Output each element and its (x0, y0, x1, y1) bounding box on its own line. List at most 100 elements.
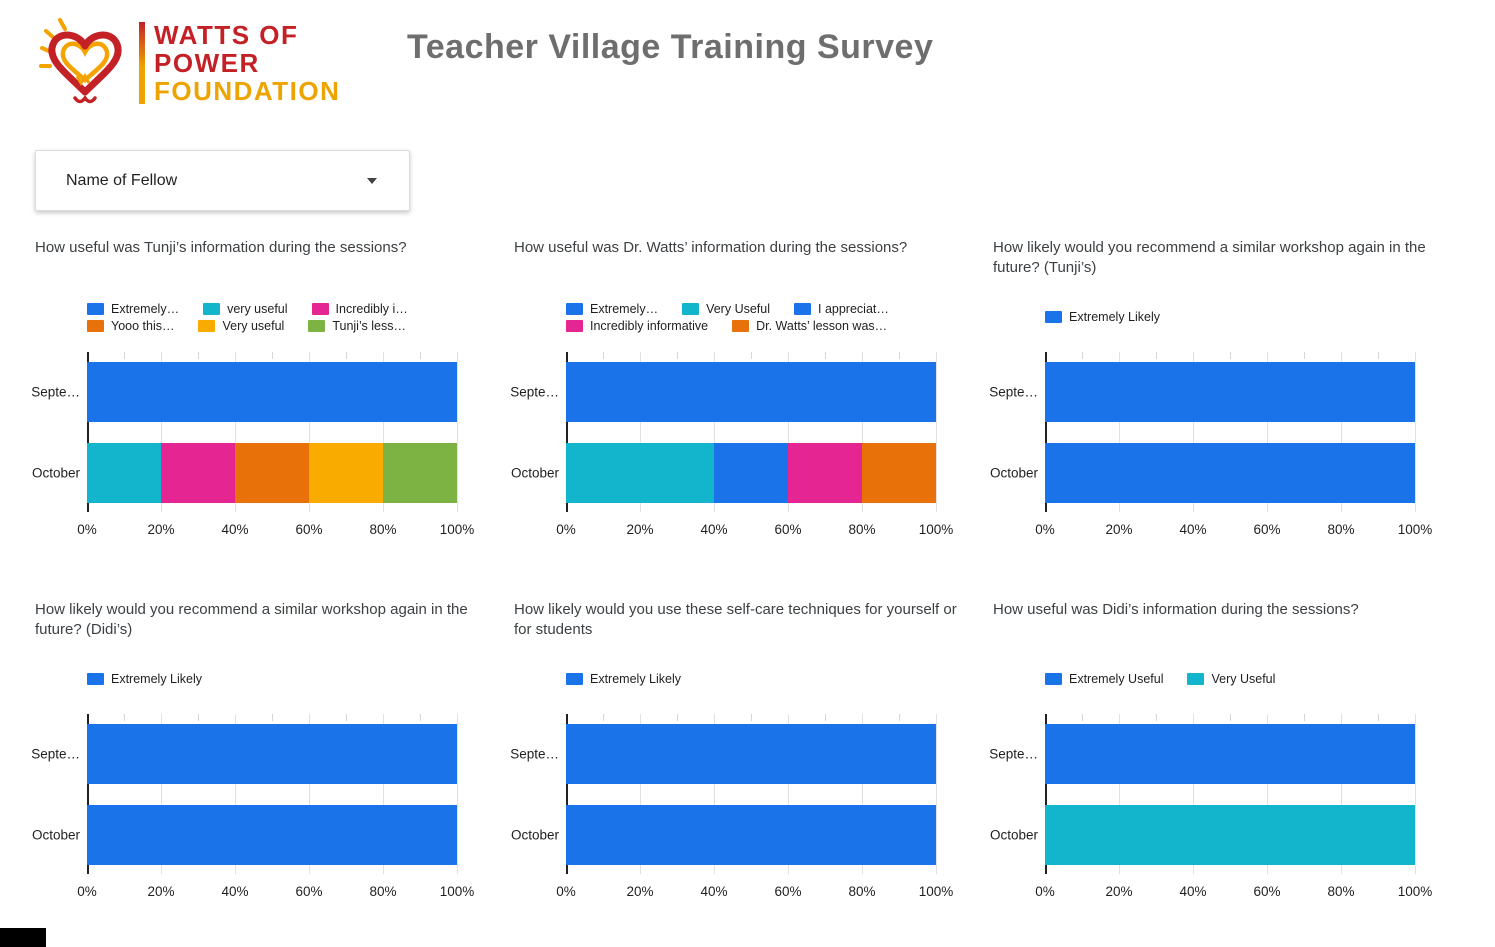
legend-item[interactable]: Very Useful (682, 302, 794, 316)
legend-label: Tunji’s less… (332, 318, 406, 333)
minor-tick (1156, 714, 1157, 721)
legend-item[interactable]: I appreciat… (794, 302, 913, 316)
x-tick-label: 60% (1253, 884, 1281, 899)
x-tick-label: 80% (848, 522, 876, 537)
bar-row: Septe… (989, 724, 1415, 784)
minor-tick (751, 714, 752, 721)
legend-swatch-icon (1187, 673, 1205, 685)
minor-tick (825, 714, 826, 721)
logo-line-1: WATTS OF (154, 20, 299, 50)
x-axis: 0% 20% 40% 60% 80% 100% (1035, 522, 1432, 542)
minor-tick (272, 714, 273, 721)
stacked-bar (1045, 805, 1415, 865)
bar-segment[interactable] (87, 724, 457, 784)
minor-tick (751, 352, 752, 359)
minor-tick (1304, 714, 1305, 721)
fellow-filter-dropdown[interactable]: Name of Fellow (35, 150, 410, 211)
legend-label: Extremely… (590, 301, 659, 316)
x-tick-label: 20% (1105, 884, 1133, 899)
bar-row: October (32, 443, 457, 503)
gridline (1193, 714, 1194, 874)
x-tick-label: 80% (1327, 884, 1355, 899)
bar-segment[interactable] (862, 443, 936, 503)
legend-label: I appreciat… (818, 301, 889, 316)
bar-segment[interactable] (87, 443, 161, 503)
legend-item[interactable]: Dr. Watts’ lesson was… (732, 319, 911, 333)
legend-row: Incredibly informative Dr. Watts’ lesson … (566, 319, 974, 333)
legend-label: Very Useful (1211, 672, 1276, 686)
chart-legend: Extremely… Very Useful I appreciat… Incredi… (566, 292, 974, 342)
x-tick-label: 60% (295, 522, 323, 537)
bar-row: Septe… (31, 362, 457, 422)
gridline (1341, 352, 1342, 512)
x-axis: 0% 20% 40% 60% 80% 100% (77, 522, 474, 542)
legend-swatch-icon (311, 302, 329, 315)
minor-tick (346, 714, 347, 721)
chart-legend: Extremely Likely (87, 654, 495, 704)
bar-segment[interactable] (1045, 724, 1415, 784)
chart-card-didi-useful: How useful was Didi’s information during… (989, 600, 1453, 940)
x-tick-label: 20% (147, 884, 175, 899)
x-tick-label: 20% (147, 522, 175, 537)
y-axis-line (1045, 714, 1047, 874)
bar-segment[interactable] (1045, 443, 1415, 503)
chart-legend: Extremely Useful Very Useful (1045, 654, 1453, 704)
legend-label: Incredibly informative (590, 318, 709, 333)
chart-plot: Septe… October (989, 352, 1416, 512)
x-tick-label: 0% (556, 884, 576, 899)
legend-swatch-icon (566, 302, 583, 315)
legend-swatch-icon (794, 302, 811, 315)
legend-label: Extremely Useful (1069, 672, 1164, 686)
legend-item[interactable]: Very Useful (1187, 672, 1299, 686)
bar-segment[interactable] (1045, 362, 1415, 422)
logo-divider (139, 22, 145, 104)
gridline (1415, 714, 1416, 874)
logo-line-3: FOUNDATION (154, 76, 341, 106)
stacked-bar (87, 805, 457, 865)
legend-item[interactable]: Extremely Likely (566, 672, 705, 686)
legend-item[interactable]: Extremely… (87, 302, 203, 316)
legend-item[interactable]: Tunji’s less… (308, 319, 430, 333)
legend-item[interactable]: Yooo this… (87, 319, 198, 333)
legend-item[interactable]: Extremely Likely (87, 672, 226, 686)
x-tick-label: 0% (556, 522, 576, 537)
category-label: Septe… (510, 746, 559, 762)
x-tick-label: 100% (918, 522, 954, 537)
bar-segment[interactable] (87, 805, 457, 865)
logo-line-2: POWER (154, 48, 260, 78)
legend-item[interactable]: Very useful (198, 319, 308, 333)
bar-segment[interactable] (566, 443, 714, 503)
minor-tick (899, 714, 900, 721)
bar-segment[interactable] (788, 443, 862, 503)
x-tick-label: 20% (626, 884, 654, 899)
category-label: October (31, 827, 80, 843)
x-tick-label: 40% (221, 522, 249, 537)
bar-segment[interactable] (383, 443, 457, 503)
legend-item[interactable]: Extremely… (566, 302, 682, 316)
bar-segment[interactable] (235, 443, 309, 503)
x-tick-label: 100% (439, 522, 475, 537)
x-tick-label: 40% (700, 884, 728, 899)
gridline (1415, 352, 1416, 512)
category-label: Septe… (989, 384, 1038, 400)
legend-label: Very useful (222, 318, 285, 333)
legend-label: Very Useful (706, 301, 770, 316)
legend-item[interactable]: Extremely Likely (1045, 310, 1184, 324)
legend-item[interactable]: very useful (203, 302, 311, 316)
bar-segment[interactable] (566, 362, 936, 422)
bar-segment[interactable] (714, 443, 788, 503)
chart-legend: Extremely… very useful Incredibly i… Yooo t… (87, 292, 495, 342)
bar-segment[interactable] (309, 443, 383, 503)
bar-segment[interactable] (161, 443, 235, 503)
legend-item[interactable]: Incredibly informative (566, 319, 732, 333)
x-tick-label: 0% (1035, 884, 1055, 899)
bar-segment[interactable] (566, 724, 936, 784)
bar-segment[interactable] (1045, 805, 1415, 865)
y-axis-line (566, 714, 568, 874)
legend-item[interactable]: Extremely Useful (1045, 672, 1187, 686)
bar-segment[interactable] (566, 805, 936, 865)
bar-segment[interactable] (87, 362, 457, 422)
legend-swatch-icon (682, 302, 700, 315)
minor-tick (677, 352, 678, 359)
legend-item[interactable]: Incredibly i… (311, 302, 432, 316)
